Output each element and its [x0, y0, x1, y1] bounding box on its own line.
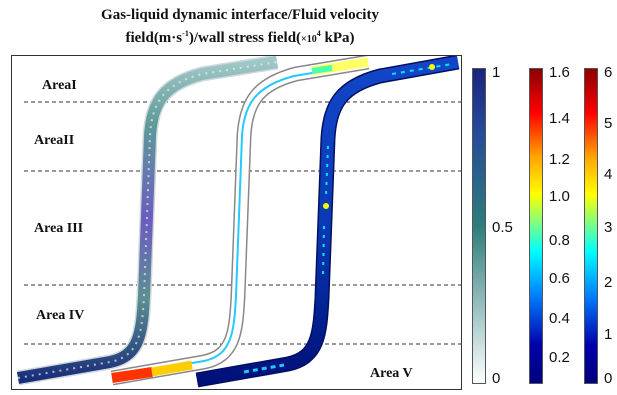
colorbar3-tick: 5 — [604, 115, 612, 132]
colorbar2-tick: 1.0 — [549, 188, 570, 205]
colorbar1-tick: 0 — [492, 370, 500, 387]
colorbar-gas-liquid-interface — [472, 68, 486, 384]
area-label: AreaII — [34, 133, 74, 149]
area-label: Area V — [370, 366, 413, 382]
colorbar2-tick: 0.8 — [549, 232, 570, 249]
colorbar3-tick: 4 — [604, 166, 612, 183]
colorbar2-tick: 1.2 — [549, 151, 570, 168]
simulation-panel: AreaI AreaII Area III Area IV Area V — [11, 55, 462, 390]
title-stress-label: )/wall stress field( — [189, 30, 301, 46]
colorbar2-tick: 0.6 — [549, 270, 570, 287]
title-velocity-unit: field(m·s — [125, 30, 182, 46]
figure-title-line2: field(m·s-1)/wall stress field(×104 kPa) — [0, 25, 480, 49]
colorbar3-tick: 1 — [604, 326, 612, 343]
colorbar2-tick: 0.4 — [549, 310, 570, 327]
colorbar3-tick: 3 — [604, 219, 612, 236]
colorbar2-tick: 1.4 — [549, 110, 570, 127]
colorbar-fluid-velocity — [529, 68, 543, 384]
area-label: Area IV — [36, 308, 84, 324]
title-unit-exponent: -1 — [182, 29, 189, 38]
title-stress-unit: kPa) — [321, 30, 355, 46]
colorbar-wall-stress — [584, 68, 598, 384]
colorbar2-tick: 1.6 — [549, 64, 570, 81]
area-label: Area III — [34, 221, 83, 237]
title-stress-scale: ×10 — [301, 34, 317, 45]
figure-title-line1: Gas-liquid dynamic interface/Fluid veloc… — [0, 6, 480, 24]
colorbar3-tick: 6 — [604, 64, 612, 81]
colorbar3-tick: 0 — [604, 370, 612, 387]
colorbar2-tick: 0.2 — [549, 349, 570, 366]
colorbar1-tick: 0.5 — [492, 219, 513, 236]
colorbar3-tick: 2 — [604, 274, 612, 291]
area-label: AreaI — [42, 78, 77, 94]
colorbar1-tick: 1 — [492, 64, 500, 81]
